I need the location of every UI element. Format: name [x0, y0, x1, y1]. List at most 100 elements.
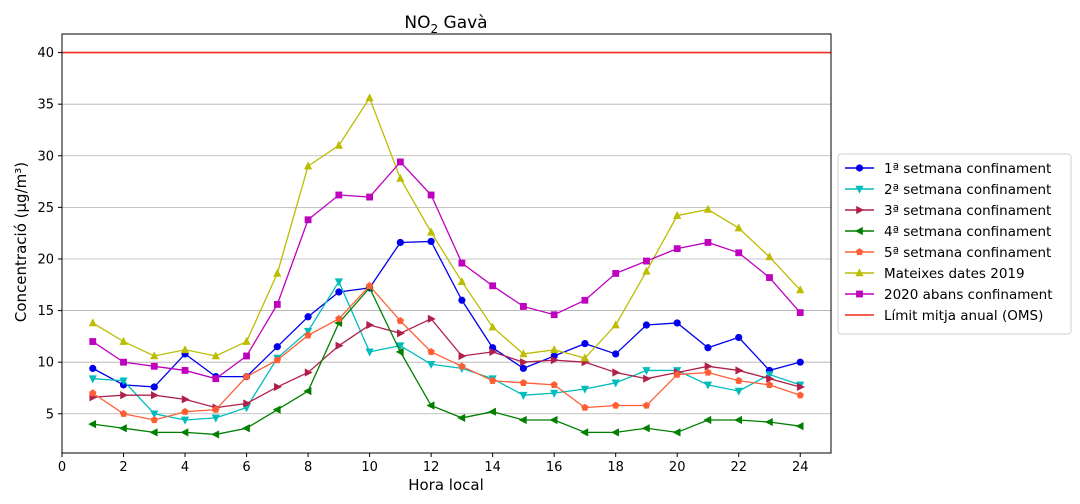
data-point: [854, 226, 863, 236]
data-point: [703, 381, 713, 390]
data-point: [395, 347, 404, 356]
series-line: [92, 318, 801, 409]
series-line: [92, 96, 801, 359]
data-point: [335, 341, 344, 350]
data-point: [211, 414, 220, 423]
x-tick-label: 18: [607, 460, 624, 475]
series-6: [88, 93, 805, 362]
data-point: [118, 424, 127, 433]
data-point: [243, 352, 250, 360]
data-point: [765, 252, 774, 261]
data-point: [642, 321, 651, 329]
data-point: [735, 376, 743, 384]
data-point: [335, 191, 343, 199]
legend-item: 3ª setmana confinament: [845, 203, 1051, 219]
data-point: [703, 415, 712, 425]
data-point: [303, 386, 312, 396]
legend-label: Mateixes dates 2019: [884, 266, 1025, 282]
chart-title-subscript: 2: [430, 22, 438, 36]
data-point: [120, 391, 129, 400]
data-point: [426, 401, 435, 410]
data-point: [643, 374, 652, 383]
grid-lines: [62, 52, 831, 415]
series-line: [92, 286, 801, 436]
legend-item: 2ª setmana confinament: [845, 182, 1051, 198]
data-point: [704, 368, 712, 376]
x-tick-label: 16: [546, 460, 563, 475]
legend-item: 4ª setmana confinament: [845, 224, 1051, 240]
data-point: [643, 257, 650, 265]
data-point: [335, 314, 343, 322]
data-point: [427, 191, 435, 199]
data-point: [88, 375, 97, 384]
data-point: [365, 348, 374, 357]
data-point: [766, 274, 773, 281]
data-point: [212, 405, 220, 413]
data-point: [611, 320, 620, 329]
data-point: [273, 356, 282, 364]
data-point: [181, 367, 189, 374]
data-point: [458, 351, 467, 361]
data-point: [612, 368, 621, 377]
legend-label: 4ª setmana confinament: [884, 224, 1051, 240]
data-point: [396, 317, 405, 325]
data-point: [427, 314, 436, 323]
y-tick-label: 10: [37, 356, 54, 371]
data-point: [580, 353, 590, 362]
series-4: [88, 283, 804, 439]
data-point: [550, 381, 558, 389]
x-tick-label: 20: [669, 460, 686, 475]
data-point: [211, 351, 220, 360]
data-point: [150, 351, 159, 360]
data-point: [180, 345, 190, 354]
x-tick-label: 4: [181, 460, 189, 475]
data-point: [487, 407, 496, 416]
data-point: [550, 311, 558, 319]
data-point: [150, 383, 158, 391]
x-tick-label: 14: [484, 460, 501, 475]
data-point: [242, 336, 251, 345]
data-point: [611, 401, 620, 409]
data-point: [856, 205, 865, 215]
data-point: [396, 173, 405, 182]
data-point: [764, 417, 773, 427]
data-point: [796, 391, 804, 399]
y-tick-label: 40: [37, 46, 54, 61]
data-point: [304, 216, 312, 224]
legend-label: 2020 abans confinament: [884, 287, 1053, 303]
data-point: [580, 385, 590, 394]
legend-label: 1ª setmana confinament: [884, 161, 1051, 177]
data-point: [427, 347, 435, 355]
data-point: [550, 345, 559, 354]
plot-frame: [61, 33, 832, 454]
data-point: [366, 320, 375, 330]
x-tick-label: 12: [423, 460, 440, 475]
series-line: [92, 280, 801, 421]
data-point: [855, 164, 864, 172]
data-point: [458, 296, 466, 304]
data-point: [550, 356, 559, 365]
data-point: [735, 249, 743, 257]
data-point: [304, 368, 313, 377]
y-axis: 5 10 15 20 25 30 35 40: [37, 46, 62, 422]
data-point: [611, 379, 620, 388]
data-point: [365, 281, 374, 289]
x-tick-label: 24: [792, 460, 809, 475]
data-point: [457, 413, 466, 423]
data-point: [704, 344, 712, 352]
data-point: [303, 161, 313, 170]
x-tick-label: 2: [119, 460, 127, 475]
data-point: [427, 237, 435, 246]
data-point: [241, 424, 250, 433]
y-tick-label: 30: [37, 149, 54, 164]
data-point: [735, 366, 744, 375]
data-point: [334, 278, 343, 287]
data-point: [396, 238, 404, 247]
data-point: [519, 391, 528, 400]
data-point: [150, 362, 158, 370]
data-point: [581, 296, 589, 304]
series-7: [89, 158, 804, 383]
data-point: [672, 428, 681, 437]
data-point: [397, 329, 406, 338]
